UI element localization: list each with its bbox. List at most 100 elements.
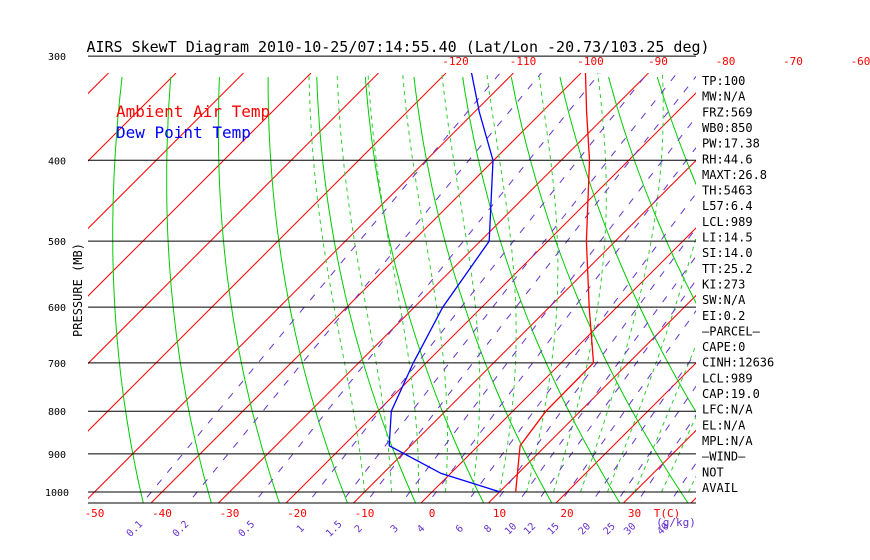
stability-index-text: MPL:N/A xyxy=(702,434,753,448)
isotherm-line xyxy=(88,73,244,230)
mixing-ratio-line xyxy=(141,73,501,503)
mixing-ratio-label: 1.5 xyxy=(324,519,345,540)
stability-index-text: TP:100 xyxy=(702,74,745,88)
dry-adiabat-line xyxy=(316,76,417,503)
pressure-tick-label: 500 xyxy=(48,237,66,248)
bottom-temp-tick-label: -50 xyxy=(85,507,105,520)
isotherm-line xyxy=(353,159,696,503)
background-lines xyxy=(0,73,870,503)
isobar-lines xyxy=(88,55,696,504)
dry-adiabat-line xyxy=(364,76,485,503)
stability-index-text: LCL:989 xyxy=(702,371,753,385)
top-temp-tick-label: -110 xyxy=(510,55,537,68)
mixing-ratio-label: 0.5 xyxy=(237,519,258,540)
isotherm-line xyxy=(488,294,696,503)
stability-index-text: SI:14.0 xyxy=(702,246,753,260)
stability-index-text: MW:N/A xyxy=(702,90,746,104)
moist-adiabat-line xyxy=(367,73,420,492)
dry-adiabat-line xyxy=(510,76,689,503)
moist-adiabat-line xyxy=(486,73,517,493)
mixing-ratio-label: 4 xyxy=(415,523,427,535)
stability-index-text: CINH:12636 xyxy=(702,356,774,370)
pressure-tick-label: 300 xyxy=(48,52,66,63)
dry-adiabat-line xyxy=(803,77,870,503)
stability-index-text: LFC:N/A xyxy=(702,403,753,417)
stability-index-text: LI:14.5 xyxy=(702,231,753,245)
mixing-ratio-line xyxy=(307,73,649,503)
top-temp-tick-label: -80 xyxy=(716,55,736,68)
mixing-ratio-line xyxy=(559,310,696,503)
mixing-ratio-label: 10 xyxy=(503,521,519,537)
dry-adiabat-line xyxy=(166,76,212,503)
isotherm-line xyxy=(88,73,312,297)
stability-index-text: AVAIL xyxy=(702,481,738,495)
dry-adiabat-line xyxy=(413,76,553,503)
pressure-tick-label: 700 xyxy=(48,359,66,370)
profile-series xyxy=(388,73,595,493)
mixing-ratio-label: 20 xyxy=(577,521,593,537)
pressure-tick-label: 400 xyxy=(48,156,66,167)
dry-adiabat-line xyxy=(462,76,621,503)
bottom-temp-tick-label: -20 xyxy=(287,507,307,520)
isotherm-line xyxy=(623,429,696,503)
dry-adiabat-line xyxy=(608,76,696,304)
bottom-temp-tick-label: -30 xyxy=(220,507,240,520)
bottom-temp-tick-label: 20 xyxy=(560,507,573,520)
isotherm-line xyxy=(555,362,696,503)
stability-index-text: CAPE:0 xyxy=(702,340,745,354)
stability-index-text: WB0:850 xyxy=(702,121,753,135)
isotherm-line xyxy=(88,73,447,432)
pressure-tick-label: 900 xyxy=(48,450,66,461)
isotherm-line xyxy=(0,73,41,503)
bottom-temp-tick-label: 10 xyxy=(493,507,506,520)
dry-adiabat-line xyxy=(217,76,280,503)
mixing-ratio-line xyxy=(365,75,696,503)
isotherm-line xyxy=(150,73,582,503)
stability-index-text: SW:N/A xyxy=(702,293,746,307)
chart-title: AIRS SkewT Diagram 2010-10-25/07:14:55.4… xyxy=(86,38,709,56)
bottom-temp-tick-label: 30 xyxy=(628,507,641,520)
mixing-ratio-line xyxy=(187,73,542,503)
legend-dew-point-temp: Dew Point Temp xyxy=(116,123,251,142)
temp-unit-label: T(C) xyxy=(654,507,681,520)
mixing-ratio-label: 30 xyxy=(622,521,638,537)
moist-adiabat-line xyxy=(661,415,696,493)
bottom-temp-tick-label: -10 xyxy=(355,507,375,520)
stability-index-text: EL:N/A xyxy=(702,418,746,432)
dry-adiabat-line xyxy=(559,76,696,413)
moist-adiabat-line xyxy=(441,73,481,493)
top-temp-tick-label: -70 xyxy=(783,55,803,68)
isotherm-line xyxy=(218,73,649,503)
bottom-temp-tick-label: 0 xyxy=(429,507,436,520)
isotherm-line xyxy=(88,73,109,95)
moist-adiabat-line xyxy=(308,73,365,493)
dry-adiabat-line xyxy=(267,77,348,503)
isotherm-line xyxy=(88,73,177,162)
top-temp-tick-label: -120 xyxy=(442,55,469,68)
mixing-ratio-label: 15 xyxy=(546,521,562,537)
pressure-tick-label: 1000 xyxy=(45,488,69,499)
stability-index-text: MAXT:26.8 xyxy=(702,168,767,182)
stability-index-text: PW:17.38 xyxy=(702,137,760,151)
stability-index-text: —WIND— xyxy=(702,450,746,464)
stability-index-text: NOT xyxy=(702,465,724,479)
isotherm-line xyxy=(285,92,696,503)
stability-index-text: TH:5463 xyxy=(702,184,753,198)
stability-index-text: RH:44.6 xyxy=(702,152,753,166)
pressure-tick-label: 800 xyxy=(48,407,66,418)
bottom-temp-tick-label: -40 xyxy=(152,507,172,520)
stability-index-text: TT:25.2 xyxy=(702,262,753,276)
mixing-ratio-label: 0.1 xyxy=(125,519,146,540)
y-axis-label: PRESSURE (MB) xyxy=(71,243,85,337)
stability-index-text: FRZ:569 xyxy=(702,105,753,119)
stability-index-text: EI:0.2 xyxy=(702,309,745,323)
mixing-ratio-line xyxy=(517,255,696,503)
mixing-ratio-line xyxy=(427,146,696,503)
isotherm-line xyxy=(420,227,696,503)
dry-adiabat-line xyxy=(852,77,870,503)
moist-adiabat-line xyxy=(580,73,664,493)
mixing-ratio-label: 12 xyxy=(522,521,538,537)
